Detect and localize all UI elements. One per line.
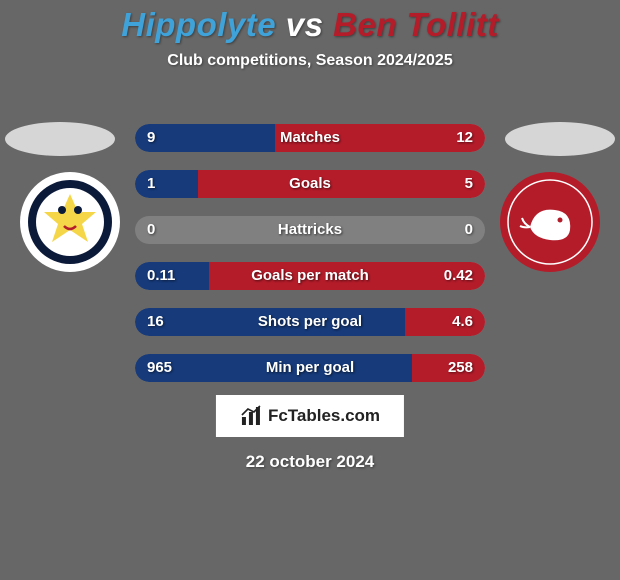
stat-label: Goals per match: [135, 262, 485, 290]
player1-shadow-oval: [5, 122, 115, 156]
club-badge-left-icon: [20, 172, 120, 272]
player2-name: Ben Tollitt: [333, 6, 499, 43]
comparison-card: Hippolyte vs Ben Tollitt Club competitio…: [0, 0, 620, 580]
chart-icon: [240, 405, 262, 427]
stat-label: Goals: [135, 170, 485, 198]
footer-attribution: FcTables.com: [216, 395, 404, 437]
stat-row: 912Matches: [135, 124, 485, 152]
stat-row: 00Hattricks: [135, 216, 485, 244]
stat-row: 15Goals: [135, 170, 485, 198]
player2-club-badge: [500, 172, 600, 272]
date-text: 22 october 2024: [0, 452, 620, 472]
player2-shadow-oval: [505, 122, 615, 156]
stat-label: Matches: [135, 124, 485, 152]
player1-club-badge: [20, 172, 120, 272]
stats-container: 912Matches 15Goals 00Hattricks 0.110.42Goal…: [135, 124, 485, 400]
stat-row: 965258Min per goal: [135, 354, 485, 382]
vs-text: vs: [286, 6, 324, 43]
stat-label: Min per goal: [135, 354, 485, 382]
club-badge-right-icon: [500, 172, 600, 272]
stat-row: 0.110.42Goals per match: [135, 262, 485, 290]
stat-label: Shots per goal: [135, 308, 485, 336]
stat-label: Hattricks: [135, 216, 485, 244]
player1-name: Hippolyte: [121, 6, 276, 43]
stat-row: 164.6Shots per goal: [135, 308, 485, 336]
footer-text: FcTables.com: [268, 406, 380, 426]
title: Hippolyte vs Ben Tollitt: [0, 0, 620, 44]
subtitle: Club competitions, Season 2024/2025: [0, 52, 620, 70]
